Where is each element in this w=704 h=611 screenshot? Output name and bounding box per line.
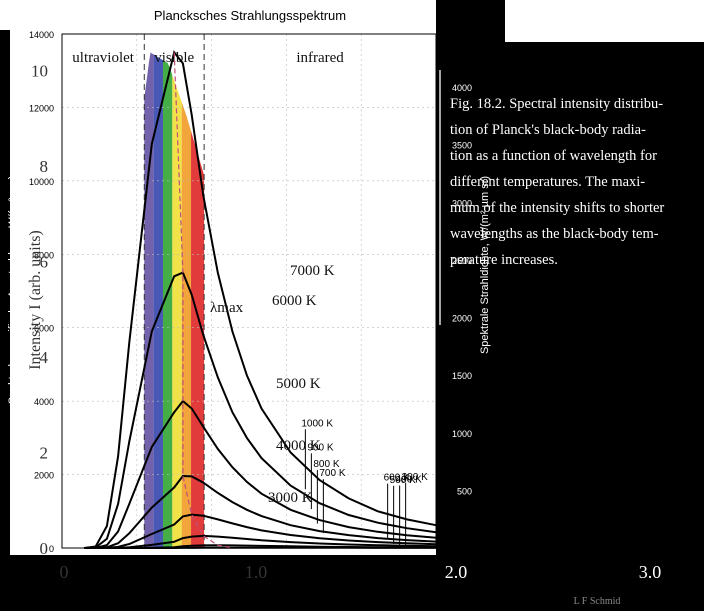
y-axis-label-overlay: Intensity I (arb. units) — [27, 230, 44, 370]
y2-axis-label: Spektrale Strahldichte, W/(m² µm sr) — [479, 176, 491, 354]
overlay-bottom-strip — [0, 555, 704, 611]
overlay-top-white — [505, 0, 704, 42]
region-label-infrared: infrared — [296, 50, 344, 66]
y-tick-label: 4000 — [34, 397, 54, 407]
overlay-y-tick-label: 2 — [40, 444, 49, 463]
caption-line: tion as a function of wavelength for — [450, 148, 657, 164]
y-tick-label: 6000 — [34, 324, 54, 334]
overlay-y-tick-label: 6 — [40, 253, 49, 272]
spectrum-band-1 — [153, 54, 163, 548]
spectrum-band-5 — [191, 131, 205, 548]
plot-frame — [61, 33, 437, 549]
caption-line: tion of Planck's black-body radia- — [450, 122, 646, 138]
overlay-y-tick-label: 10 — [31, 62, 48, 81]
y2-tick-label: 1000 — [452, 429, 472, 439]
y-tick-label: 0 — [49, 544, 54, 554]
y2-tick-label: 500 — [457, 486, 472, 496]
series-label: 300 K — [402, 472, 428, 483]
caption: Fig. 18.2. Spectral intensity distribu-t… — [450, 96, 664, 268]
overlay-label: 5000 K — [276, 376, 321, 392]
overlay-y-tick-label: 8 — [40, 157, 49, 176]
x-tick-label: 0 — [59, 562, 65, 573]
overlay-label: 7000 K — [290, 263, 335, 279]
y2-tick-label: 3500 — [452, 141, 472, 151]
series-line-1000k — [84, 50, 437, 549]
y-tick-label: 10000 — [29, 177, 54, 187]
caption-line: mum of the intensity shifts to shorter — [450, 200, 664, 216]
region-label-visible: visible — [154, 50, 194, 66]
x-tick-label: 6 — [284, 562, 290, 573]
caption-line: Fig. 18.2. Spectral intensity distribu- — [450, 96, 663, 112]
series-line-600k — [84, 513, 437, 549]
overlay-y-tick-label: 0 — [40, 539, 49, 558]
series-label: 500 K — [390, 475, 416, 486]
y2-tick-label: 1500 — [452, 371, 472, 381]
y2-tick-label: 2000 — [452, 314, 472, 324]
credit: L F Schmid — [574, 596, 621, 607]
overlay-label: λmax — [210, 300, 244, 316]
x-tick-label: 2 — [134, 562, 140, 573]
series-label: 1000 K — [301, 418, 333, 429]
spectrum-band-3 — [172, 75, 182, 548]
x-axis-label: Wellenlänge, µm — [199, 585, 288, 599]
overlay-x-tick-label: 2.0 — [445, 562, 468, 582]
overlay-left-strip — [0, 30, 10, 590]
overlay-x-tick-label: 3.0 — [639, 562, 662, 582]
overlay-right-panel — [436, 0, 704, 611]
overlay-label: 3000 K — [268, 490, 313, 506]
y2-tick-label: 2500 — [452, 256, 472, 266]
y-tick-label: 14000 — [29, 30, 54, 40]
series-label: 900 K — [307, 442, 333, 453]
x-axis-label-overlay: Wavelength λ (µm) — [294, 584, 418, 601]
series-line-700k — [84, 474, 437, 549]
caption-line: wavelengths as the black-body tem- — [450, 226, 659, 242]
x-tick-label: 8 — [358, 562, 364, 573]
y-tick-label: 12000 — [29, 103, 54, 113]
series-label: 800 K — [313, 459, 339, 470]
y-tick-label: 8000 — [34, 250, 54, 260]
series-line-800k — [84, 399, 437, 549]
y2-tick-label: 4000 — [452, 83, 472, 93]
chart-title: Plancksches Strahlungsspektrum — [154, 8, 346, 23]
series-label: 600 K — [384, 473, 410, 484]
caption-line: different temperatures. The maxi- — [450, 174, 645, 190]
overlay-y-tick-label: 4 — [40, 348, 49, 367]
spectrum-band-4 — [181, 101, 192, 549]
series-label: 700 K — [319, 468, 345, 479]
overlay-x-tick-label: 0 — [60, 562, 69, 582]
overlay-label: 4000 K — [276, 438, 321, 454]
overlay-x-tick-label: 1.0 — [245, 562, 268, 582]
overlay-label: 6000 K — [272, 293, 317, 309]
x-tick-label: 10 — [430, 562, 442, 573]
caption-line: perature increases. — [450, 252, 558, 268]
y-tick-label: 2000 — [34, 471, 54, 481]
y2-tick-label: 3000 — [452, 198, 472, 208]
lambda-max-locus — [173, 52, 233, 549]
series-line-900k — [84, 271, 437, 549]
x-tick-label: 4 — [209, 562, 215, 573]
region-label-ultraviolet: ultraviolet — [72, 50, 134, 66]
y-axis-label: Spektrale spezifische Ausstrahlung, W/(m… — [7, 176, 19, 405]
spectrum-band-0 — [144, 52, 154, 548]
series-label: 400 K — [396, 474, 422, 485]
